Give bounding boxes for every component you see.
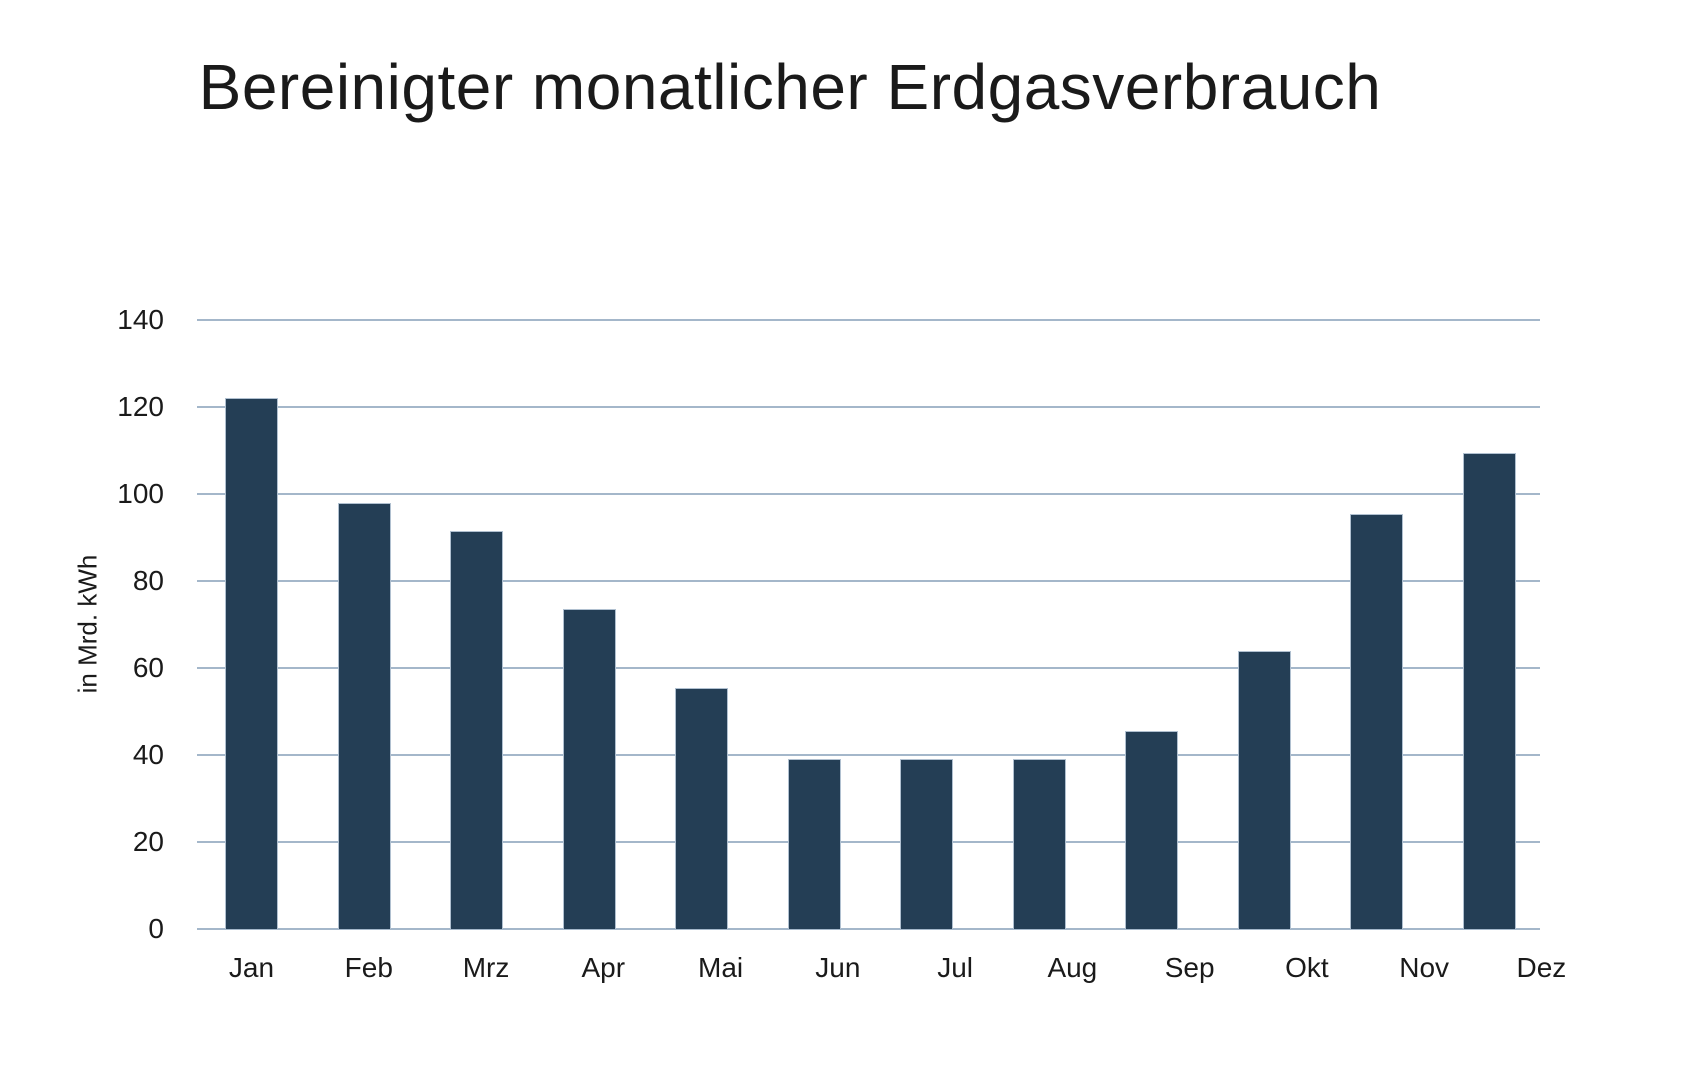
gridline xyxy=(197,406,1540,408)
bar-series xyxy=(197,320,1540,929)
x-axis-label-aug: Aug xyxy=(1047,952,1098,983)
x-axis-label-nov: Nov xyxy=(1399,952,1450,983)
y-tick-label: 100 xyxy=(117,478,164,509)
bar-jul xyxy=(900,759,954,929)
x-axis-label-sep: Sep xyxy=(1164,952,1215,983)
plot-area xyxy=(197,319,1540,930)
y-axis-tick-labels: 0 20 40 60 80 100 120 140 xyxy=(0,304,164,944)
x-axis-label-jul: Jul xyxy=(937,952,973,983)
x-axis-labels: Jan Feb Mrz Apr Mai Jun Jul Aug Sep Okt Nov Dez xyxy=(197,952,1592,984)
y-tick-label: 140 xyxy=(117,304,164,335)
bar-nov xyxy=(1350,513,1404,929)
bar-jun xyxy=(787,759,841,929)
chart-title: Bereinigter monatlicher Erdgasverbrauch xyxy=(198,51,1382,123)
y-tick-label: 120 xyxy=(117,391,164,422)
bar-sep xyxy=(1125,731,1179,929)
x-axis-label-okt: Okt xyxy=(1285,952,1329,983)
bar-jan xyxy=(225,398,278,929)
bar-dez xyxy=(1462,452,1516,929)
gridline xyxy=(197,928,1540,930)
y-tick-label: 60 xyxy=(132,652,164,683)
gridlines xyxy=(197,319,1540,930)
gridline xyxy=(197,754,1540,757)
x-axis-label-dez: Dez xyxy=(1516,952,1567,983)
bar-mrz xyxy=(450,530,504,929)
bar-feb xyxy=(337,502,391,929)
bar-apr xyxy=(562,609,616,929)
bar-aug xyxy=(1012,759,1066,929)
y-tick-label: 20 xyxy=(132,826,164,857)
gridline xyxy=(197,667,1540,669)
bar-okt xyxy=(1237,650,1291,929)
gridline xyxy=(197,580,1540,583)
y-tick-label: 0 xyxy=(148,913,164,944)
gridline xyxy=(197,841,1540,844)
x-axis-label-feb: Feb xyxy=(344,952,393,983)
bar-mai xyxy=(675,687,729,929)
x-axis-label-jun: Jun xyxy=(815,952,861,983)
x-axis-label-mai: Mai xyxy=(698,952,744,983)
y-tick-label: 80 xyxy=(132,565,164,596)
x-axis-label-apr: Apr xyxy=(581,952,626,983)
gridline xyxy=(197,319,1540,321)
x-axis-label-mrz: Mrz xyxy=(462,952,510,983)
y-tick-label: 40 xyxy=(132,739,164,770)
gridline xyxy=(197,493,1540,495)
x-axis-label-jan: Jan xyxy=(228,952,275,983)
